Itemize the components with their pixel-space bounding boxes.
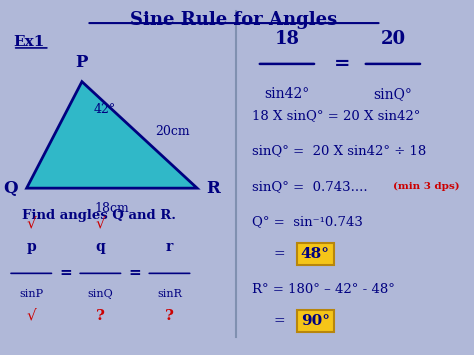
Text: 18cm: 18cm	[94, 202, 129, 215]
Polygon shape	[27, 82, 197, 188]
Text: Ex1: Ex1	[13, 36, 44, 49]
Text: √: √	[27, 309, 36, 323]
Text: =: =	[273, 247, 285, 261]
Text: R° = 180° – 42° - 48°: R° = 180° – 42° - 48°	[252, 283, 395, 296]
Text: p: p	[27, 240, 36, 254]
Text: =: =	[59, 266, 72, 280]
Text: q: q	[95, 240, 105, 254]
Text: =: =	[273, 314, 285, 328]
Text: sinQ: sinQ	[88, 289, 113, 299]
Text: 90°: 90°	[301, 314, 330, 328]
Text: 18 X sinQ° = 20 X sin42°: 18 X sinQ° = 20 X sin42°	[252, 109, 421, 122]
Text: sinQ°: sinQ°	[374, 87, 412, 101]
Text: r: r	[166, 240, 173, 254]
Text: sinR: sinR	[157, 289, 182, 299]
Text: (min 3 dps): (min 3 dps)	[393, 182, 459, 191]
Text: Find angles Q and R.: Find angles Q and R.	[22, 209, 176, 223]
Text: 48°: 48°	[301, 247, 330, 261]
Text: Q: Q	[3, 180, 18, 197]
Text: 20: 20	[380, 30, 405, 48]
Text: P: P	[76, 54, 88, 71]
Text: 20cm: 20cm	[155, 125, 190, 138]
Text: √: √	[27, 217, 36, 231]
Text: √: √	[95, 217, 105, 231]
Text: ?: ?	[165, 309, 174, 323]
Text: 42°: 42°	[93, 103, 116, 116]
Text: sinP: sinP	[19, 289, 43, 299]
Text: =: =	[128, 266, 141, 280]
Text: Sine Rule for Angles: Sine Rule for Angles	[130, 11, 337, 29]
Text: sinQ° =  20 X sin42° ÷ 18: sinQ° = 20 X sin42° ÷ 18	[252, 144, 427, 157]
Text: sinQ° =  0.743....: sinQ° = 0.743....	[252, 180, 368, 193]
Text: R: R	[206, 180, 220, 197]
Text: Q° =  sin⁻¹0.743: Q° = sin⁻¹0.743	[252, 215, 363, 228]
Text: 18: 18	[274, 30, 300, 48]
Text: ?: ?	[96, 309, 105, 323]
Text: =: =	[334, 55, 350, 73]
Text: sin42°: sin42°	[264, 87, 310, 101]
